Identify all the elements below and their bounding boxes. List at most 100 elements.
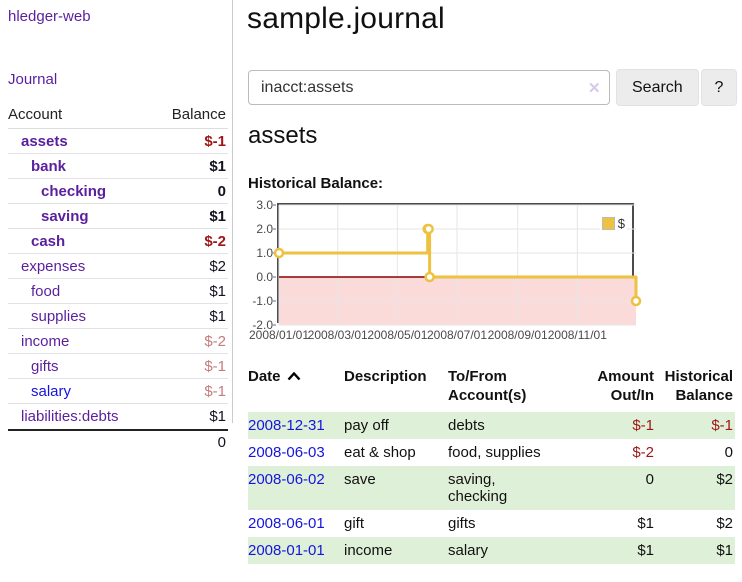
column-header-accounts: To/From Account(s): [448, 368, 527, 404]
transaction-balance: $2: [716, 515, 733, 532]
transaction-date-link[interactable]: 2008-06-01: [248, 515, 325, 532]
account-link-expenses[interactable]: expenses: [21, 257, 86, 275]
account-link-liabilities-debts[interactable]: liabilities:debts: [21, 408, 119, 425]
transaction-amount: $-2: [632, 444, 654, 461]
transaction-date-link[interactable]: 2008-01-01: [248, 542, 325, 559]
account-row: cash $-2: [8, 229, 228, 254]
account-row: liabilities:debts $1: [8, 404, 228, 429]
account-link-food[interactable]: food: [31, 282, 61, 300]
account-row: checking 0: [8, 179, 228, 204]
account-balance: $1: [209, 157, 226, 175]
column-header-date-label: Date: [248, 368, 281, 385]
transaction-description: pay off: [344, 417, 389, 434]
register-table: Date Description To/From Account(s) Amou…: [248, 362, 735, 564]
legend-swatch-icon: [601, 217, 615, 230]
account-link-gifts[interactable]: gifts: [31, 357, 59, 375]
search-input[interactable]: [248, 70, 610, 105]
accounts-table-header: Account Balance: [8, 104, 228, 129]
sidebar-item-journal[interactable]: Journal: [8, 71, 58, 88]
chart-canvas: [271, 204, 642, 326]
x-axis-tick-label: 2008/01/01: [248, 328, 310, 342]
chart-heading: Historical Balance:: [248, 175, 384, 192]
y-axis-tick-label: 0.0: [256, 270, 273, 284]
historical-balance-chart: 3.0 2.0 1.0 0.0 -1.0 -2.0 $ 2008/01/01 2008/03…: [248, 196, 742, 346]
y-axis-tick-label: 1.0: [256, 246, 273, 260]
account-row: salary $-1: [8, 379, 228, 404]
x-axis-tick-label: 2008/03/01: [307, 328, 368, 342]
transaction-description: income: [344, 542, 393, 559]
chart-legend: $: [599, 215, 627, 232]
chart-y-axis-labels: 3.0 2.0 1.0 0.0 -1.0 -2.0: [248, 196, 273, 336]
chart-plot-area: $: [271, 203, 642, 326]
account-balance: $-2: [204, 332, 226, 350]
legend-label: $: [617, 216, 625, 231]
transaction-amount: 0: [645, 471, 654, 488]
transaction-accounts: saving, checking: [448, 471, 508, 505]
account-row: assets $-1: [8, 129, 228, 154]
transaction-balance: 0: [724, 444, 733, 461]
account-balance: $1: [209, 408, 226, 425]
table-row: 2008-01-01 income salary $1 $1: [248, 537, 735, 564]
account-balance: $-1: [204, 357, 226, 375]
page-title: sample.journal: [247, 2, 445, 35]
column-header-balance: Historical Balance: [664, 368, 733, 404]
transaction-date-link[interactable]: 2008-06-02: [248, 471, 325, 488]
transaction-accounts: salary: [448, 542, 489, 559]
account-link-checking[interactable]: checking: [41, 182, 107, 200]
help-button[interactable]: ?: [701, 69, 737, 106]
accounts-header-balance: Balance: [171, 106, 226, 123]
search-button[interactable]: Search: [616, 69, 699, 106]
accounts-total-row: 0: [8, 429, 228, 454]
x-axis-tick-label: 2008/11/01: [547, 328, 607, 342]
account-balance: $-2: [204, 232, 226, 250]
account-balance: $-1: [204, 132, 226, 150]
table-row: 2008-06-02 save saving, checking 0 $2: [248, 466, 735, 510]
clear-search-icon[interactable]: ✕: [588, 80, 601, 97]
transaction-accounts: debts: [448, 417, 485, 434]
account-row: saving $1: [8, 204, 228, 229]
accounts-table: Account Balance assets $-1 bank $1 check…: [8, 104, 228, 454]
accounts-header-account: Account: [8, 106, 63, 123]
account-row: bank $1: [8, 154, 228, 179]
account-link-income[interactable]: income: [21, 332, 70, 350]
table-row: 2008-06-03 eat & shop food, supplies $-2…: [248, 439, 735, 466]
x-axis-tick-label: 2008/07/01: [426, 328, 488, 342]
account-link-saving[interactable]: saving: [41, 207, 89, 225]
transaction-date-link[interactable]: 2008-12-31: [248, 417, 325, 434]
chart-x-axis-labels: 2008/01/01 2008/03/01 2008/05/01 2008/07/01…: [248, 328, 742, 344]
table-row: 2008-06-01 gift gifts $1 $2: [248, 510, 735, 537]
account-link-supplies[interactable]: supplies: [31, 307, 87, 325]
transaction-description: eat & shop: [344, 444, 416, 461]
account-row: gifts $-1: [8, 354, 228, 379]
account-link-bank[interactable]: bank: [31, 157, 67, 175]
transaction-balance: $1: [716, 542, 733, 559]
y-axis-tick-label: -1.0: [252, 294, 273, 308]
sort-ascending-icon: [287, 367, 301, 386]
column-header-date[interactable]: Date: [248, 362, 344, 410]
transaction-amount: $-1: [632, 417, 654, 434]
account-row: expenses $2: [8, 254, 228, 279]
transaction-description: save: [344, 471, 376, 488]
account-balance: $-1: [204, 382, 226, 400]
x-axis-tick-label: 2008/05/01: [367, 328, 428, 342]
register-header-row: Date Description To/From Account(s) Amou…: [248, 362, 735, 412]
sidebar: hledger-web Journal Account Balance asse…: [0, 0, 233, 451]
account-link-assets[interactable]: assets: [21, 132, 68, 150]
app-brand-link[interactable]: hledger-web: [8, 8, 91, 25]
table-row: 2008-12-31 pay off debts $-1 $-1: [248, 412, 735, 439]
account-link-cash[interactable]: cash: [31, 232, 66, 250]
accounts-total-value: 0: [217, 434, 226, 451]
account-balance: $2: [209, 257, 226, 275]
account-row: supplies $1: [8, 304, 228, 329]
account-balance: $1: [209, 307, 226, 325]
account-balance: $1: [209, 282, 226, 300]
transaction-accounts: food, supplies: [448, 444, 541, 461]
account-link-salary[interactable]: salary: [31, 382, 72, 400]
column-header-amount: Amount Out/In: [597, 368, 654, 404]
transaction-accounts: gifts: [448, 515, 476, 532]
transaction-date-link[interactable]: 2008-06-03: [248, 444, 325, 461]
transaction-amount: $1: [637, 542, 654, 559]
account-row: food $1: [8, 279, 228, 304]
transaction-amount: $1: [637, 515, 654, 532]
account-row: income $-2: [8, 329, 228, 354]
